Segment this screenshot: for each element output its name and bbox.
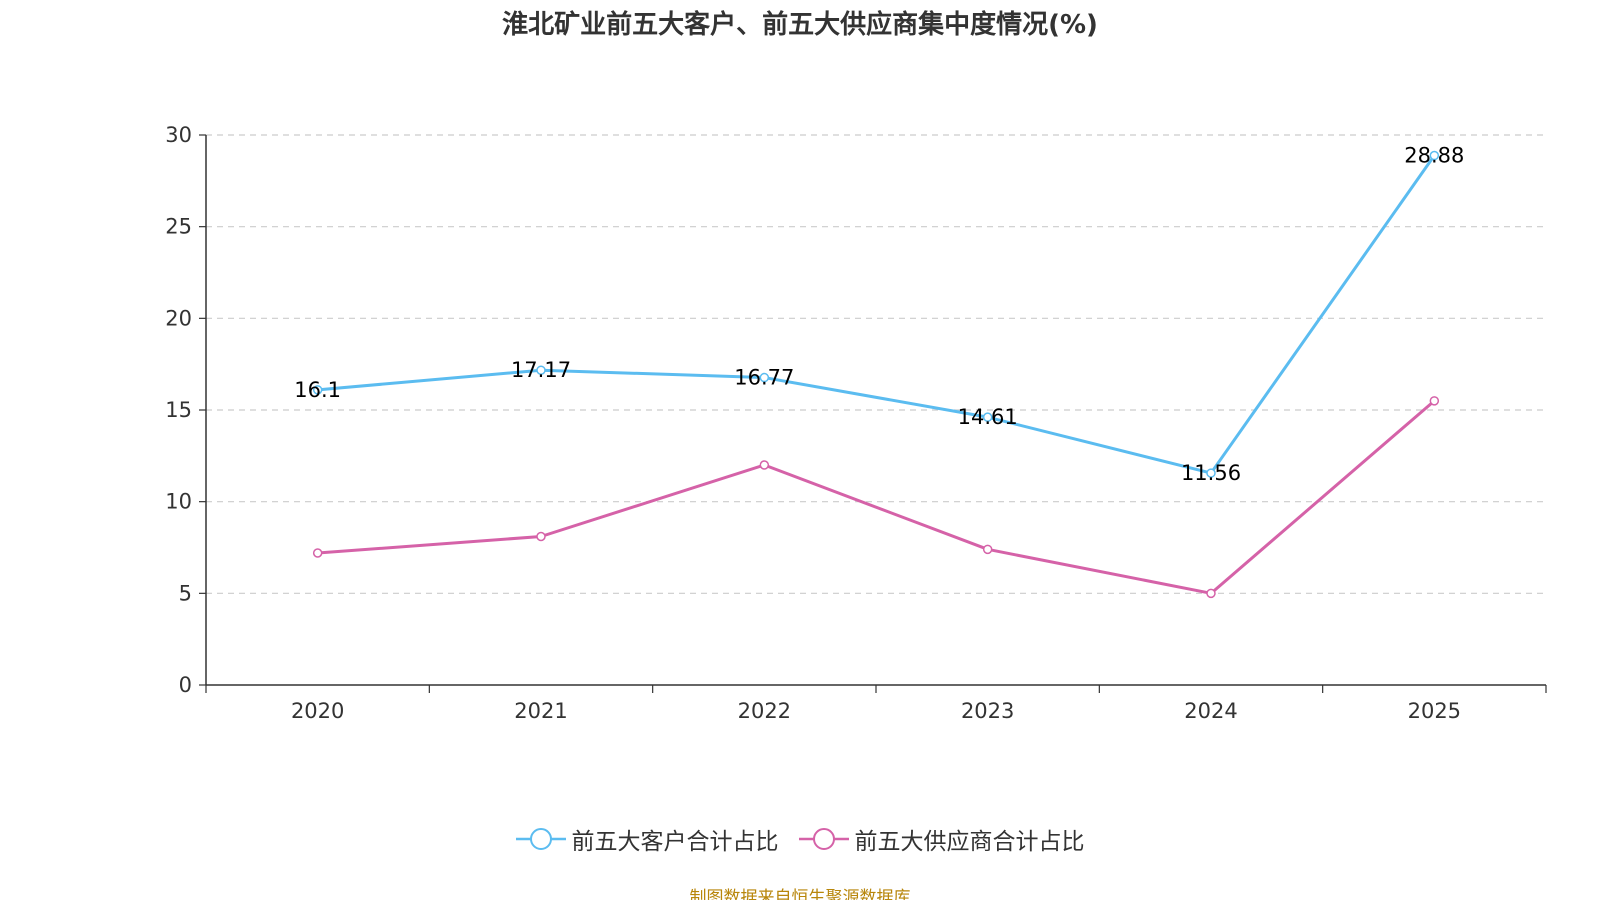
data-point: [1429, 150, 1440, 161]
legend-item-customers[interactable]: 前五大客户合计占比: [515, 822, 779, 856]
data-point: [1206, 588, 1216, 599]
x-tick-label: 2025: [1408, 699, 1461, 723]
legend-label-suppliers: 前五大供应商合计占比: [854, 829, 1085, 855]
data-point: [982, 544, 993, 555]
y-tick-label: 25: [165, 215, 192, 239]
series-line-1: [317, 399, 1436, 595]
y-tick-label: 15: [165, 398, 192, 422]
data-point: [536, 365, 546, 375]
data-label: 14.61: [958, 405, 1018, 429]
x-tick-label: 2020: [291, 699, 344, 723]
x-tick-label: 2023: [961, 699, 1014, 723]
legend-line-circle-icon: [515, 828, 566, 850]
data-point: [536, 531, 546, 542]
data-label: 17.17: [511, 358, 571, 382]
x-tick-label: 2021: [514, 699, 567, 723]
x-tick-label: 2024: [1184, 699, 1237, 723]
y-tick-label: 10: [165, 490, 192, 514]
data-label: 28.88: [1404, 144, 1464, 168]
data-label: 16.1: [294, 378, 341, 402]
series-lines: [312, 150, 1440, 599]
data-labels: 16.1 17.17 16.77 14.61 11.56 28.88: [294, 144, 1464, 486]
data-point: [1429, 396, 1440, 406]
data-label: 11.56: [1181, 461, 1241, 485]
data-point: [1206, 468, 1216, 478]
data-label: 16.77: [734, 366, 794, 390]
data-point: [759, 372, 770, 383]
legend: 前五大客户合计占比 前五大供应商合计占比: [0, 822, 1600, 856]
source-note: 制图数据来自恒生聚源数据库: [689, 888, 911, 900]
series-line-0: [317, 154, 1436, 475]
data-point: [759, 460, 770, 470]
grid-lines: [206, 134, 1546, 594]
legend-item-suppliers[interactable]: 前五大供应商合计占比: [798, 822, 1085, 856]
data-point: [982, 412, 993, 422]
y-tick-label: 5: [179, 581, 192, 605]
legend-line-circle-icon: [798, 828, 849, 850]
data-point: [312, 548, 323, 558]
legend-label-customers: 前五大客户合计占比: [571, 829, 779, 855]
y-tick-label: 20: [165, 306, 192, 330]
y-tick-label: 0: [179, 673, 192, 697]
chart-title: 淮北矿业前五大客户、前五大供应商集中度情况(%): [502, 10, 1098, 40]
data-point: [312, 385, 323, 395]
y-tick-label: 30: [165, 123, 192, 147]
x-tick-label: 2022: [738, 699, 791, 723]
